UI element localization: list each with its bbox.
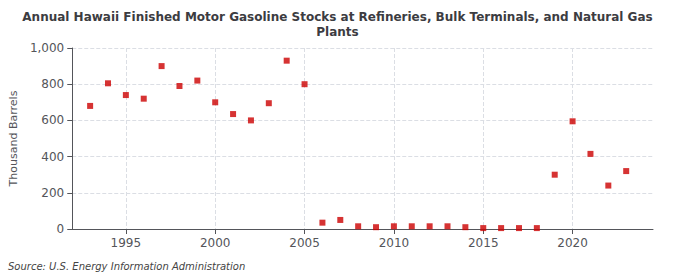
svg-text:600: 600: [41, 113, 64, 127]
svg-text:Thousand Barrels: Thousand Barrels: [7, 90, 20, 187]
svg-text:Plants: Plants: [316, 25, 358, 39]
svg-text:Annual Hawaii Finished Motor G: Annual Hawaii Finished Motor Gasoline St…: [22, 10, 652, 24]
svg-text:2010: 2010: [379, 236, 410, 250]
svg-text:1,000: 1,000: [30, 41, 64, 55]
svg-text:Source: U.S. Energy Informatio: Source: U.S. Energy Information Administ…: [8, 261, 245, 272]
svg-text:200: 200: [41, 186, 64, 200]
svg-text:800: 800: [41, 77, 64, 91]
svg-text:400: 400: [41, 150, 64, 164]
svg-text:2020: 2020: [557, 236, 588, 250]
svg-text:0: 0: [57, 222, 65, 236]
svg-text:2000: 2000: [200, 236, 231, 250]
svg-text:2015: 2015: [468, 236, 499, 250]
svg-text:2005: 2005: [289, 236, 320, 250]
svg-text:1995: 1995: [111, 236, 142, 250]
